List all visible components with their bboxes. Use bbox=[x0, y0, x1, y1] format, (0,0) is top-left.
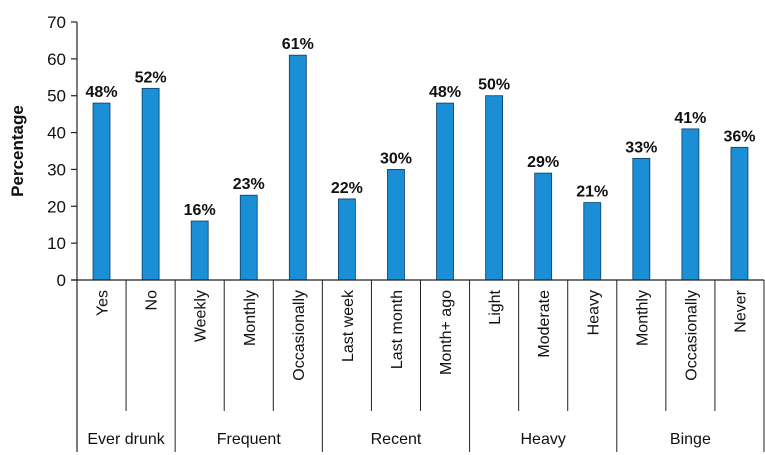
x-axis: Yes No Weekly Monthly Occasionally Last week L… bbox=[71, 279, 765, 452]
data-label: 21% bbox=[576, 184, 608, 201]
bar bbox=[632, 157, 651, 281]
data-label: 48% bbox=[429, 84, 461, 101]
group-label: Frequent bbox=[217, 431, 282, 448]
group-label: Binge bbox=[670, 431, 711, 448]
x-tick-label: Last week bbox=[340, 289, 357, 362]
data-label: 61% bbox=[282, 36, 314, 53]
bars-layer: 48% 52% 16% 23% 61% 22% 30% 48% 50% 29% 21% 33% 41% 3… bbox=[86, 36, 755, 281]
data-label: 48% bbox=[86, 84, 118, 101]
data-label: 22% bbox=[331, 180, 363, 197]
y-tick-label: 10 bbox=[47, 234, 66, 253]
x-tick-label: Light bbox=[487, 289, 504, 324]
x-tick-label: Never bbox=[732, 289, 749, 332]
x-tick-label: Heavy bbox=[585, 290, 602, 335]
y-tick-label: 40 bbox=[47, 124, 66, 143]
y-tick-label: 20 bbox=[47, 197, 66, 216]
y-tick-label: 0 bbox=[57, 271, 66, 290]
y-tick-label: 60 bbox=[47, 50, 66, 69]
data-label: 23% bbox=[233, 176, 265, 193]
y-axis-title: Percentage bbox=[8, 105, 27, 197]
bar bbox=[239, 194, 258, 281]
bar bbox=[337, 198, 356, 281]
bar bbox=[730, 146, 749, 281]
bar bbox=[681, 128, 700, 281]
data-label: 50% bbox=[478, 77, 510, 94]
x-tick-label: Last month bbox=[389, 290, 406, 369]
x-tick-label: Occasionally bbox=[683, 290, 700, 381]
y-tick-label: 50 bbox=[47, 87, 66, 106]
group-label: Heavy bbox=[520, 431, 565, 448]
group-label: Ever drunk bbox=[87, 431, 165, 448]
bar bbox=[485, 95, 504, 281]
bar bbox=[141, 87, 160, 281]
data-label: 30% bbox=[380, 150, 412, 167]
data-label: 41% bbox=[674, 110, 706, 127]
x-tick-label: Yes bbox=[95, 290, 112, 316]
x-tick-label: Occasionally bbox=[291, 290, 308, 381]
data-label: 16% bbox=[184, 202, 216, 219]
y-tick-label: 30 bbox=[47, 160, 66, 179]
y-tick-label: 70 bbox=[47, 13, 66, 32]
bar bbox=[436, 102, 454, 281]
group-label: Recent bbox=[371, 431, 422, 448]
data-label: 36% bbox=[723, 128, 755, 145]
bar bbox=[583, 202, 602, 281]
x-tick-label: Weekly bbox=[193, 290, 210, 342]
y-axis: 0 10 20 30 40 50 60 70 bbox=[47, 13, 78, 452]
x-tick-label: Monthly bbox=[242, 290, 259, 346]
bar bbox=[387, 169, 405, 281]
bar bbox=[534, 172, 553, 281]
bar bbox=[288, 54, 307, 281]
bar bbox=[190, 220, 209, 281]
data-label: 52% bbox=[135, 69, 167, 86]
x-tick-label: Moderate bbox=[536, 290, 553, 358]
bar bbox=[92, 102, 111, 281]
data-label: 29% bbox=[527, 154, 559, 171]
x-tick-label: Month+ ago bbox=[438, 290, 455, 375]
data-label: 33% bbox=[625, 139, 657, 156]
x-tick-label: No bbox=[144, 290, 161, 311]
x-tick-label: Monthly bbox=[634, 290, 651, 346]
